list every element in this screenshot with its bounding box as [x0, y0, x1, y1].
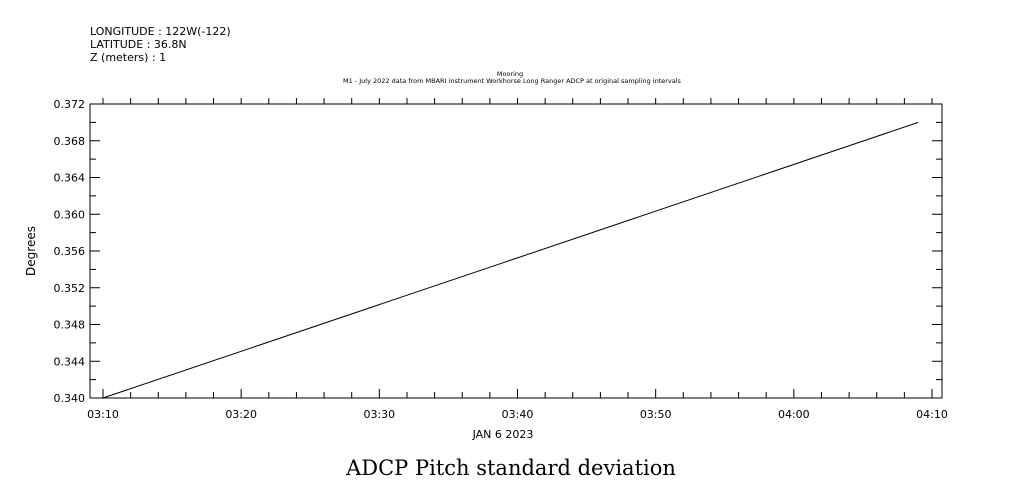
longitude-label: LONGITUDE : 122W(-122): [90, 25, 231, 38]
latitude-label: LATITUDE : 36.8N: [90, 38, 187, 51]
x-tick-label: 03:20: [225, 408, 257, 421]
z-label: Z (meters) : 1: [90, 51, 166, 64]
x-axis-label: JAN 6 2023: [472, 428, 534, 441]
chart-caption: ADCP Pitch standard deviation: [345, 456, 676, 480]
y-axis-label: Degrees: [24, 226, 38, 276]
series-line: [102, 121, 919, 399]
x-tick-label: 03:30: [363, 408, 395, 421]
y-tick-label: 0.368: [54, 135, 86, 148]
y-tick-label: 0.344: [54, 355, 86, 368]
header-block: LONGITUDE : 122W(-122) LATITUDE : 36.8N …: [90, 25, 231, 64]
y-axis: 0.340 0.344 0.348 0.352 0.356 0.360 0.364 0.368…: [54, 98, 942, 405]
y-tick-label: 0.364: [54, 172, 86, 185]
plot-area: [102, 121, 919, 399]
y-tick-label: 0.352: [54, 282, 86, 295]
y-tick-label: 0.348: [54, 319, 86, 332]
y-tick-label: 0.372: [54, 98, 86, 111]
chart-title: Mooring: [497, 70, 523, 78]
x-tick-label: 03:40: [502, 408, 534, 421]
x-tick-label: 03:10: [87, 408, 119, 421]
y-tick-label: 0.340: [54, 392, 86, 405]
x-tick-label: 03:50: [640, 408, 672, 421]
plot-frame: [89, 103, 943, 399]
chart-subtitle: M1 - July 2022 data from MBARI instrumen…: [343, 77, 681, 85]
y-tick-label: 0.360: [54, 208, 86, 221]
x-tick-label: 04:00: [778, 408, 810, 421]
x-axis: 03:10 03:20 03:30 03:40 03:50 04:00 04:10: [87, 98, 948, 421]
x-tick-label: 04:10: [916, 408, 948, 421]
y-tick-label: 0.356: [54, 245, 86, 258]
